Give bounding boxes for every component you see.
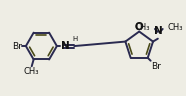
Text: H: H bbox=[73, 36, 78, 42]
Text: CH₃: CH₃ bbox=[135, 23, 150, 32]
Text: CH₃: CH₃ bbox=[24, 67, 39, 76]
Text: CH₃: CH₃ bbox=[168, 23, 183, 32]
Text: O: O bbox=[135, 22, 144, 31]
Text: Br: Br bbox=[12, 42, 22, 51]
Text: N: N bbox=[61, 41, 70, 51]
Text: Br: Br bbox=[152, 62, 161, 71]
Text: N: N bbox=[154, 26, 163, 36]
